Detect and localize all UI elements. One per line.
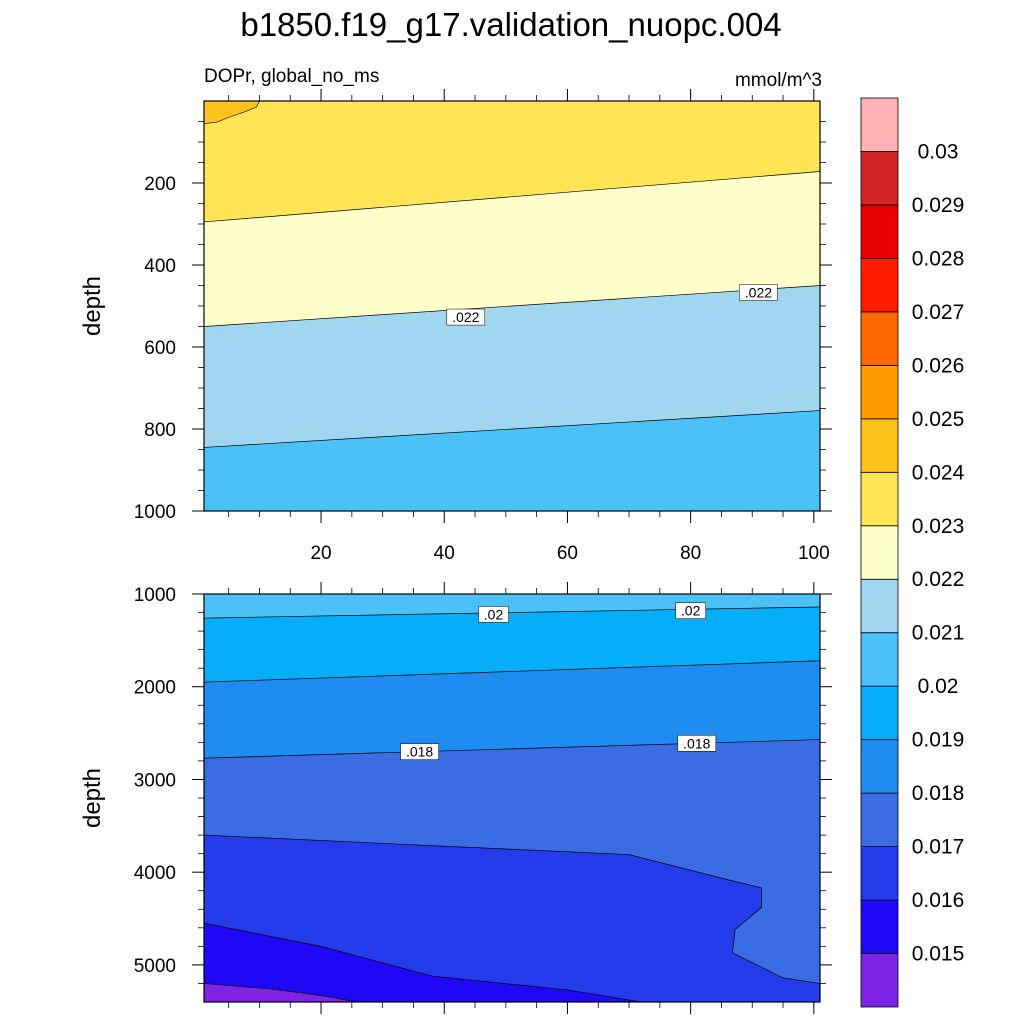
upper-contour-line-b023: [203, 171, 821, 223]
lower-band-0.015-0.016: [204, 923, 642, 1002]
lower-y-tick-label: 5000: [134, 956, 176, 977]
upper-x-tick-label: 60: [557, 543, 578, 564]
lower-contour-labels: .02 .02 .018 .018: [400, 602, 717, 760]
colorbar-label: 0.024: [912, 461, 965, 484]
colorbar-box: [860, 846, 899, 901]
upper-x-tick-label: 20: [310, 543, 331, 564]
upper-contour-fills: [203, 100, 820, 511]
upper-contour-lines: [203, 171, 821, 448]
colorbar-label: 0.017: [912, 836, 965, 859]
upper-panel: DOPr, global_no_ms mmol/m^3 .022 .022 20 4…: [79, 66, 832, 564]
colorbar-box: [860, 471, 899, 527]
upper-band-0.021-0.022: [204, 285, 820, 448]
upper-band-0.022-0.023: [204, 171, 820, 327]
upper-contour-label: .022: [452, 309, 479, 325]
colorbar-box: [860, 685, 899, 741]
colorbar-box: [860, 739, 899, 794]
lower-band-0.020-0.021: [204, 594, 820, 619]
upper-x-tick-label: 100: [798, 543, 830, 564]
lower-y-tick-label: 2000: [134, 678, 176, 699]
lower-y-axis-label: depth: [79, 768, 106, 828]
figure-title: b1850.f19_g17.validation_nuopc.004: [240, 6, 781, 43]
colorbar-box: [860, 632, 899, 687]
colorbar-box: [860, 204, 899, 259]
colorbar-label: 0.029: [912, 194, 965, 217]
upper-y-tick-label: 800: [144, 420, 176, 441]
lower-contour-line-b018: [203, 739, 821, 759]
colorbar-box: [860, 97, 899, 152]
colorbar-label: 0.023: [912, 515, 965, 538]
upper-contour-line-b021: [203, 410, 821, 448]
upper-y-axis-label: depth: [79, 276, 106, 336]
upper-band-0.024-0.025: [203, 100, 260, 124]
upper-contour-labels: .022 .022: [446, 284, 778, 326]
variable-label: DOPr, global_no_ms: [204, 66, 379, 87]
upper-band-0.023-0.024: [204, 101, 820, 222]
colorbar-label: 0.016: [912, 889, 965, 912]
colorbar-label: 0.02: [918, 675, 959, 698]
lower-contour-line-b019: [203, 660, 821, 683]
colorbar-box: [860, 792, 899, 847]
lower-contour-label-box: [677, 735, 717, 752]
colorbar-label: 0.022: [912, 568, 965, 591]
colorbar-label: 0.015: [912, 943, 965, 966]
lower-axes: 1000 2000 3000 4000 5000: [134, 582, 832, 1014]
lower-contour-line-b020: [203, 606, 821, 619]
colorbar-box: [860, 418, 899, 473]
colorbar-box: [860, 364, 899, 420]
upper-axes: 20 40 60 80 100 200 400 600 800 1000: [134, 89, 832, 564]
lower-band-0.018-0.019: [204, 660, 820, 759]
lower-panel: .02 .02 .018 .018 1000 2000 3000 4000 5000 dept…: [79, 582, 832, 1014]
upper-contour-label: .022: [745, 284, 772, 300]
upper-y-tick-label: 200: [144, 174, 176, 195]
colorbar-label: 0.026: [912, 354, 965, 377]
upper-y-tick-label: 400: [144, 256, 176, 277]
lower-contour-label: .02: [484, 606, 504, 622]
colorbar-box: [860, 578, 899, 634]
upper-y-tick-label: 600: [144, 338, 176, 359]
upper-x-tick-label: 80: [680, 543, 701, 564]
lower-contour-line-b015: [203, 983, 359, 1003]
colorbar-box: [860, 899, 899, 954]
lower-contour-fills: [204, 594, 820, 1002]
colorbar-label: 0.018: [912, 782, 965, 805]
lower-contour-label-box: [675, 602, 706, 619]
lower-contour-label: .018: [406, 744, 433, 760]
lower-band-0.019-0.020: [204, 607, 820, 683]
colorbar-box: [860, 151, 899, 206]
lower-y-tick-label: 1000: [134, 585, 176, 606]
lower-contour-label: .02: [681, 603, 701, 619]
lower-contour-line-b016: [203, 922, 642, 1003]
lower-contour-label: .018: [683, 735, 710, 751]
colorbar-label: 0.03: [918, 140, 959, 163]
lower-contour-lines: [203, 606, 821, 1003]
upper-band-0.020-0.021: [204, 410, 820, 511]
lower-band-below-0.015: [204, 983, 358, 1002]
colorbar-label: 0.025: [912, 408, 965, 431]
colorbar-box: [860, 953, 899, 1008]
upper-contour-label-box: [739, 284, 778, 301]
colorbar-label: 0.019: [912, 729, 965, 752]
upper-contour-label-box: [446, 308, 486, 326]
lower-contour-line-b017: [203, 834, 821, 984]
colorbar-box: [860, 525, 899, 580]
upper-y-tick-label: 1000: [134, 502, 176, 523]
upper-x-tick-label: 40: [434, 543, 455, 564]
colorbar: 0.015 0.016 0.017 0.018 0.019 0.02 0.021 0.022 0…: [860, 97, 965, 1008]
lower-y-tick-label: 4000: [134, 863, 176, 884]
lower-y-tick-label: 3000: [134, 770, 176, 791]
units-label: mmol/m^3: [735, 70, 822, 91]
colorbar-box: [860, 258, 899, 313]
colorbar-label: 0.028: [912, 247, 965, 270]
colorbar-box: [860, 311, 899, 366]
lower-contour-label-box: [478, 606, 509, 623]
colorbar-label: 0.021: [912, 622, 965, 645]
upper-contour-line-b022: [203, 285, 821, 327]
lower-contour-label-box: [400, 743, 439, 760]
colorbar-label: 0.027: [912, 301, 965, 324]
